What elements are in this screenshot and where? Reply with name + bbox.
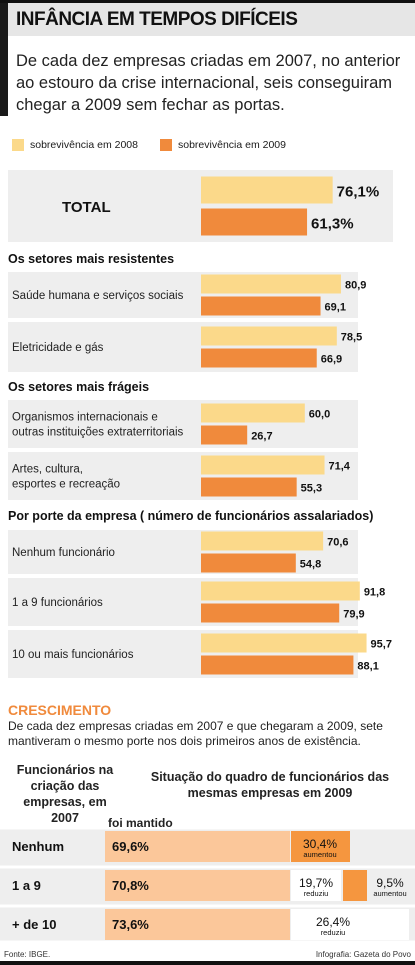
category-label: TOTAL [62,199,111,216]
category-label: 1 a 9 funcionários [12,597,103,609]
value-label-2008: 70,6 [327,537,348,549]
crescimento-title: CRESCIMENTO [8,702,112,718]
bar-2008 [201,274,341,294]
footer-rule [0,961,415,965]
footer-source: Fonte: IBGE. [4,950,51,959]
table-row-label: + de 10 [12,917,56,932]
bar-2009 [201,425,248,445]
category-label: Artes, cultura, [12,464,83,476]
category-label: Nenhum funcionário [12,547,115,559]
col-head-left: Funcionários na criação das empresas, em… [16,763,114,825]
value-label-2008: 60,0 [309,409,330,421]
mantido-value: 73,6% [112,917,149,932]
value-label-2008: 76,1% [337,184,380,201]
bar-2009 [201,603,340,623]
table-row-label: 1 a 9 [12,878,41,893]
group-heading: Por porte da empresa ( número de funcion… [8,509,373,523]
col-head-right: Situação do quadro de funcionários das m… [150,770,390,800]
footer-credit: Infografia: Gazeta do Povo [315,950,411,959]
mantido-cell [105,831,290,862]
bar-2009 [201,655,354,675]
reduziu-value: 19,7% [299,876,333,890]
value-label-2008: 78,5 [341,332,362,344]
aumentou-label: aumentou [373,889,406,898]
aumentou-cell [343,870,367,901]
legend-swatch-2009 [160,139,172,152]
value-label-2009: 26,7 [251,431,272,443]
category-label: Organismos internacionais e [12,412,158,424]
reduziu-cell [291,870,341,901]
value-label-2009: 66,9 [321,354,342,366]
category-label: 10 ou mais funcionários [12,649,134,661]
aumentou-cell [291,831,350,862]
bar-2008 [201,531,324,551]
legend-item-2008: sobrevivência em 2008 [12,139,138,152]
intro-text: De cada dez empresas criadas em 2007, no… [16,52,401,114]
value-label-2008: 91,8 [364,587,385,599]
legend-label-2008: sobrevivência em 2008 [30,139,138,152]
crescimento-text: De cada dez empresas criadas em 2007 e q… [8,719,383,748]
bar-2009 [201,348,317,368]
aumentou-value: 9,5% [376,876,404,890]
title-bar: INFÂNCIA EM TEMPOS DIFÍCEIS [0,0,415,36]
group-heading: Os setores mais frágeis [8,380,149,394]
value-label-2008: 71,4 [329,461,351,473]
legend-item-2009: sobrevivência em 2009 [160,139,286,152]
mantido-value: 70,8% [112,878,149,893]
intro-block: De cada dez empresas criadas em 2007, no… [0,36,415,122]
bar-2009 [201,208,308,236]
value-label-2009: 54,8 [300,559,321,571]
reduziu-label: reduziu [321,928,346,937]
category-label: esportes e recreação [12,479,120,491]
group-heading: Os setores mais resistentes [8,252,174,266]
reduziu-cell [291,909,409,940]
value-label-2009: 61,3% [311,216,354,233]
value-label-2008: 80,9 [345,280,366,292]
table-row-label: Nenhum [12,839,64,854]
bar-2009 [201,296,321,316]
legend-label-2009: sobrevivência em 2009 [178,139,286,152]
mantido-cell [105,870,290,901]
title-accent [0,3,8,36]
intro-accent [0,36,8,116]
category-label: outras instituições extraterritoriais [12,427,184,439]
aumentou-label: aumentou [303,850,336,859]
value-label-2009: 69,1 [325,302,346,314]
row-band [8,400,358,448]
reduziu-label: reduziu [304,889,329,898]
value-label-2009: 88,1 [357,661,378,673]
legend-swatch-2008 [12,139,24,152]
bar-2008 [201,403,305,423]
category-label: Saúde humana e serviços sociais [12,290,184,302]
bar-2009 [201,477,297,497]
mantido-head: foi mantido [108,816,173,830]
value-label-2008: 95,7 [371,639,392,651]
mantido-cell [105,909,290,940]
value-label-2009: 55,3 [301,483,322,495]
bar-2008 [201,176,333,204]
mantido-value: 69,6% [112,839,149,854]
bar-2008 [201,455,325,475]
bar-2009 [201,553,296,573]
page-title: INFÂNCIA EM TEMPOS DIFÍCEIS [16,9,298,30]
category-label: Eletricidade e gás [12,342,104,354]
bar-2008 [201,326,337,346]
value-label-2009: 79,9 [343,609,364,621]
reduziu-value: 26,4% [316,915,350,929]
bar-2008 [201,633,367,653]
bar-2008 [201,581,360,601]
aumentou-value: 30,4% [303,837,337,851]
